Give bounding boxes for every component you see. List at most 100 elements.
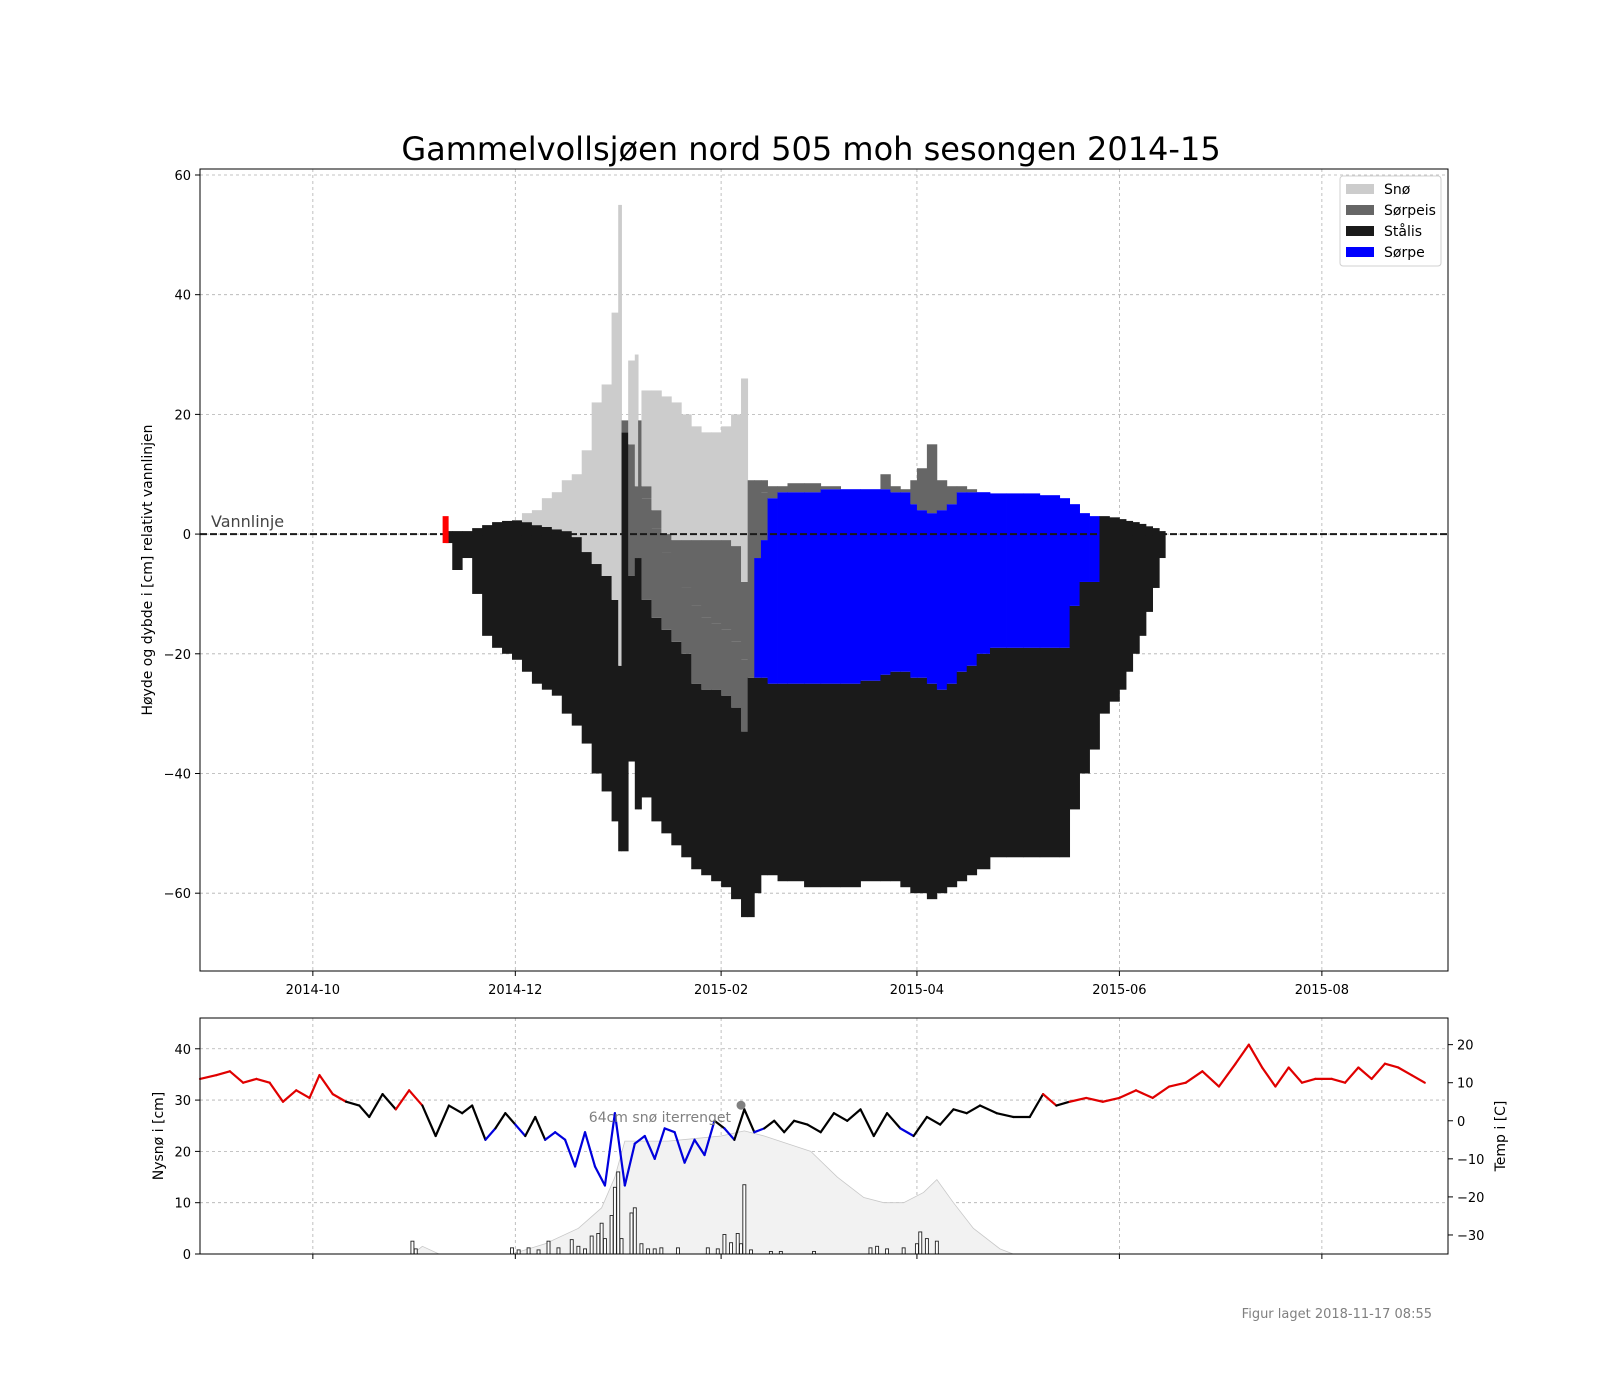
- temperature-segment: [899, 1127, 915, 1138]
- stalis-bar: [492, 522, 503, 648]
- temperature-segment: [793, 1119, 809, 1126]
- temperature-ytick-label: −30: [1457, 1229, 1484, 1244]
- stalis-bar: [900, 671, 911, 888]
- stalis-bar: [1059, 647, 1071, 858]
- new-snow-bar: [914, 1243, 919, 1255]
- sorpe-bar: [936, 510, 948, 690]
- sorpe-bar: [916, 510, 928, 678]
- temperature-segment: [925, 1115, 942, 1126]
- temperature-segment: [1410, 1073, 1426, 1084]
- snow-temp-axes: 64cm snø iterrenget 0 10 20 30 40 −30 −20 −10 0 1…: [151, 1017, 1509, 1263]
- sorpe-bar: [966, 492, 978, 666]
- stalis-bar: [760, 677, 768, 876]
- temperature-segment: [1261, 1066, 1277, 1088]
- sorpeis-bar: [711, 540, 722, 624]
- snow-annotation-dot: [736, 1100, 746, 1110]
- stalis-bar: [1099, 516, 1110, 714]
- sno-bar: [711, 432, 722, 541]
- stalis-bar: [1119, 519, 1127, 690]
- temperature-segment: [242, 1077, 258, 1084]
- sorpeis-bar: [721, 629, 732, 696]
- stalis-bar: [591, 564, 603, 774]
- stalis-bar: [840, 683, 861, 888]
- sorpeis-bar: [910, 480, 918, 505]
- sorpe-bar: [1079, 513, 1090, 582]
- sno-bar: [531, 510, 543, 526]
- temperature-segment: [1101, 1096, 1121, 1103]
- stalis-bar: [936, 689, 948, 894]
- new-snow-bar: [556, 1247, 561, 1255]
- ice-profile-xtick-label: 2015-08: [1295, 983, 1349, 998]
- stalis-bar: [1126, 520, 1134, 672]
- new-snow-bar: [589, 1235, 594, 1255]
- temperature-segment: [1234, 1043, 1250, 1065]
- new-snow-ylabel: Nysnø i [cm]: [151, 1092, 167, 1181]
- sorpeis-bar: [701, 617, 712, 690]
- sno-bar: [651, 390, 662, 511]
- sorpe-bar: [1039, 495, 1061, 648]
- temperature-segment: [1201, 1070, 1221, 1088]
- new-snow-bar: [619, 1238, 624, 1255]
- new-snow-bar: [516, 1249, 521, 1255]
- sorpeis-bar: [946, 486, 958, 505]
- temperature-segment: [693, 1138, 706, 1157]
- new-snow-bar: [868, 1247, 873, 1255]
- ice-profile-overlay: Vannlinje: [200, 512, 1448, 544]
- legend-label: Sørpe: [1384, 245, 1425, 261]
- footer-timestamp: Figur laget 2018-11-17 08:55: [1241, 1307, 1432, 1322]
- sno-bar: [551, 492, 563, 530]
- temperature-segment: [653, 1127, 666, 1160]
- new-snow-bar: [602, 1238, 607, 1255]
- temperature-segment: [912, 1115, 928, 1138]
- sorpeis-bar: [777, 486, 788, 493]
- sorpeis-bar: [634, 486, 639, 559]
- temperature-segment: [1300, 1077, 1317, 1084]
- sorpeis-bar: [760, 480, 768, 493]
- sorpe-bar: [1006, 493, 1024, 648]
- new-snow-bar: [569, 1239, 574, 1255]
- temperature-segment: [1028, 1093, 1045, 1119]
- sorpeis-bar: [681, 540, 692, 588]
- temperature-segment: [281, 1089, 298, 1103]
- new-snow-bar: [629, 1212, 634, 1255]
- sorpe-bar: [754, 558, 762, 678]
- stalis-bar: [681, 653, 692, 858]
- new-snow-bar: [413, 1248, 418, 1255]
- temperature-segment: [1118, 1089, 1138, 1100]
- temperature-segment: [524, 1115, 537, 1138]
- ice-profile-ytick-label: −40: [164, 767, 191, 782]
- temperature-segment: [872, 1112, 889, 1138]
- sorpeis-bar: [701, 540, 712, 618]
- temperature-segment: [995, 1112, 1015, 1119]
- legend-swatch: [1346, 205, 1374, 215]
- sorpeis-bar: [671, 570, 682, 642]
- stalis-bar: [651, 617, 662, 822]
- sorpeis-bar: [754, 480, 762, 559]
- new-snow-bar: [729, 1242, 734, 1255]
- ice-profile-ytick-label: 0: [183, 528, 191, 543]
- stalis-bar: [956, 671, 968, 882]
- sorpeis-bar: [651, 528, 662, 618]
- stalis-bar: [701, 689, 712, 876]
- temperature-segment: [514, 1123, 527, 1138]
- sno-bar: [691, 426, 702, 541]
- stalis-bar: [890, 671, 901, 882]
- temperature-segment: [1247, 1043, 1264, 1069]
- stalis-bar: [502, 520, 513, 654]
- temperature-ytick-label: 0: [1457, 1115, 1465, 1130]
- stalis-bar: [1089, 581, 1100, 750]
- temperature-segment: [832, 1112, 849, 1122]
- new-snow-bar: [616, 1171, 621, 1255]
- new-snow-bar: [596, 1233, 601, 1255]
- stalis-bar: [966, 665, 978, 876]
- sno-bar: [618, 204, 622, 666]
- sno-bar: [731, 414, 742, 547]
- waterline-label: Vannlinje: [211, 512, 284, 531]
- sorpeis-bar: [681, 587, 692, 654]
- legend-box: [1339, 175, 1442, 267]
- temperature-segment: [643, 1134, 656, 1160]
- legend-label: Stålis: [1384, 223, 1422, 240]
- new-snow-bar: [901, 1247, 906, 1255]
- stalis-bar: [634, 558, 639, 810]
